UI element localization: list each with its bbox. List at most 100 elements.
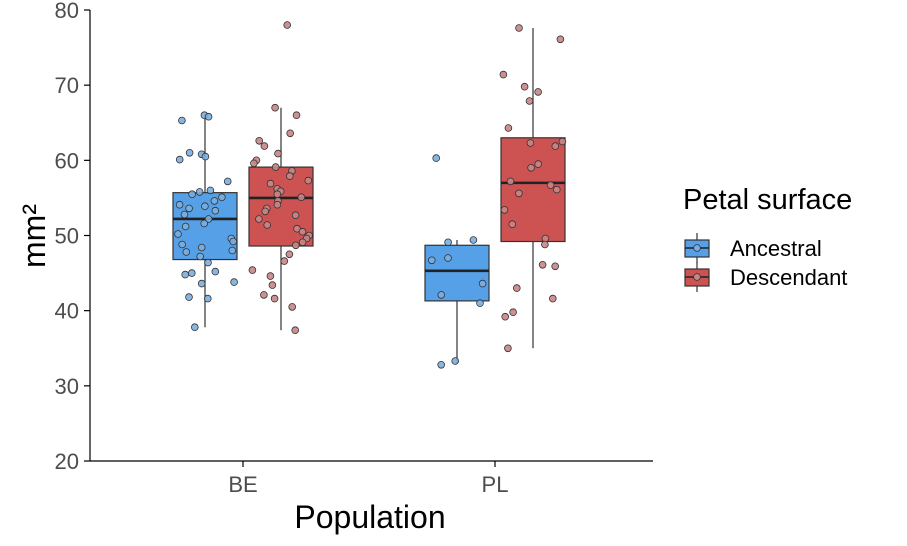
data-point-descendant-pl xyxy=(500,206,509,214)
data-point-descendant-be xyxy=(255,215,263,223)
data-point-descendant-pl xyxy=(552,185,561,194)
data-point-descendant-pl xyxy=(515,189,523,198)
data-point-descendant-pl xyxy=(558,137,567,146)
data-point-descendant-be xyxy=(248,266,257,274)
data-point-descendant-pl xyxy=(525,97,534,105)
data-point-ancestral-pl xyxy=(444,254,452,262)
data-point-descendant-pl xyxy=(508,220,517,229)
data-point-descendant-be xyxy=(297,193,306,202)
data-point-descendant-be xyxy=(271,163,280,171)
data-point-descendant-be xyxy=(285,172,294,180)
data-point-descendant-be xyxy=(268,281,277,289)
data-point-descendant-pl xyxy=(499,70,508,79)
y-tick-label: 60 xyxy=(55,148,79,173)
data-point-ancestral-be xyxy=(175,200,184,209)
data-point-ancestral-be xyxy=(204,215,213,223)
data-point-descendant-be xyxy=(266,272,275,280)
data-point-ancestral-pl xyxy=(437,360,446,369)
data-point-ancestral-be xyxy=(223,177,232,186)
data-point-descendant-pl xyxy=(512,284,521,292)
data-point-descendant-pl xyxy=(527,164,535,172)
data-point-descendant-be xyxy=(283,21,292,29)
data-point-ancestral-be xyxy=(204,294,212,303)
data-point-ancestral-pl xyxy=(451,357,460,365)
data-point-ancestral-be xyxy=(191,323,199,332)
data-point-ancestral-be xyxy=(211,267,220,276)
data-point-ancestral-be xyxy=(218,193,226,202)
data-point-descendant-pl xyxy=(534,160,542,168)
plot-area xyxy=(172,21,567,369)
data-point-ancestral-be xyxy=(206,186,215,195)
data-point-ancestral-be xyxy=(230,278,238,286)
data-point-descendant-be xyxy=(260,142,269,150)
x-tick-label: PL xyxy=(482,472,509,497)
data-point-ancestral-be xyxy=(185,204,193,213)
x-axis-title: Population xyxy=(294,499,445,535)
data-point-ancestral-be xyxy=(204,112,213,121)
data-point-ancestral-pl xyxy=(432,154,441,162)
legend-key-point-ancestral xyxy=(693,244,701,252)
data-point-descendant-pl xyxy=(501,312,510,321)
y-tick-label: 30 xyxy=(55,374,79,399)
y-tick-label: 70 xyxy=(55,73,79,98)
data-point-descendant-pl xyxy=(506,177,515,186)
data-point-descendant-be xyxy=(298,227,307,236)
data-point-ancestral-be xyxy=(188,190,196,199)
data-point-descendant-be xyxy=(298,238,307,247)
data-point-ancestral-be xyxy=(201,202,209,211)
data-point-descendant-be xyxy=(280,257,289,265)
x-tick-label: BE xyxy=(228,472,257,497)
data-point-descendant-be xyxy=(270,294,279,303)
data-point-descendant-pl xyxy=(551,142,560,150)
data-point-ancestral-be xyxy=(210,197,219,205)
data-point-descendant-be xyxy=(304,176,313,185)
y-axis-title: mm² xyxy=(16,204,52,268)
legend-key-point-descendant xyxy=(693,273,701,281)
data-point-descendant-be xyxy=(285,250,294,259)
data-point-descendant-be xyxy=(255,137,264,145)
data-point-ancestral-be xyxy=(211,206,220,215)
data-point-ancestral-be xyxy=(185,293,193,301)
data-point-descendant-be xyxy=(288,303,297,311)
data-point-descendant-pl xyxy=(538,260,547,269)
data-point-descendant-be xyxy=(261,207,270,216)
data-point-ancestral-be xyxy=(204,258,212,267)
data-point-ancestral-be xyxy=(181,222,190,231)
data-point-descendant-be xyxy=(263,221,272,229)
data-point-descendant-pl xyxy=(509,308,517,317)
data-point-ancestral-be xyxy=(181,270,190,279)
data-point-descendant-be xyxy=(273,190,282,199)
y-tick-label: 20 xyxy=(55,449,79,474)
data-point-ancestral-pl xyxy=(476,299,484,307)
y-tick-label: 50 xyxy=(55,224,79,249)
data-point-descendant-be xyxy=(286,129,295,138)
data-point-descendant-pl xyxy=(534,88,542,96)
data-point-descendant-be xyxy=(250,159,258,168)
data-point-ancestral-be xyxy=(196,252,205,261)
data-point-ancestral-be xyxy=(182,248,191,256)
data-point-descendant-be xyxy=(274,149,282,158)
data-point-ancestral-be xyxy=(175,155,184,164)
data-point-ancestral-be xyxy=(178,116,186,125)
data-point-ancestral-be xyxy=(178,240,187,249)
legend-title: Petal surface xyxy=(683,184,852,216)
data-point-ancestral-be xyxy=(197,243,206,252)
data-point-descendant-be xyxy=(292,111,301,119)
data-point-descendant-be xyxy=(291,211,300,220)
legend-label-ancestral: Ancestral xyxy=(730,236,822,261)
y-tick-label: 80 xyxy=(55,0,79,23)
data-point-descendant-pl xyxy=(504,344,512,353)
data-point-descendant-pl xyxy=(546,181,555,189)
legend: Petal surface Ancestral Descendant xyxy=(683,184,852,292)
y-axis-ticks: 20 30 40 50 60 70 80 xyxy=(55,0,90,474)
x-axis-ticks: BE PL xyxy=(228,461,508,497)
data-point-ancestral-be xyxy=(174,230,182,238)
box-ancestral-pl xyxy=(424,244,490,302)
data-point-descendant-be xyxy=(260,291,268,299)
data-point-ancestral-be xyxy=(195,188,204,196)
data-point-descendant-be xyxy=(291,241,300,250)
data-point-ancestral-pl xyxy=(437,291,446,299)
data-point-descendant-pl xyxy=(551,262,559,271)
data-point-ancestral-pl xyxy=(469,236,478,244)
